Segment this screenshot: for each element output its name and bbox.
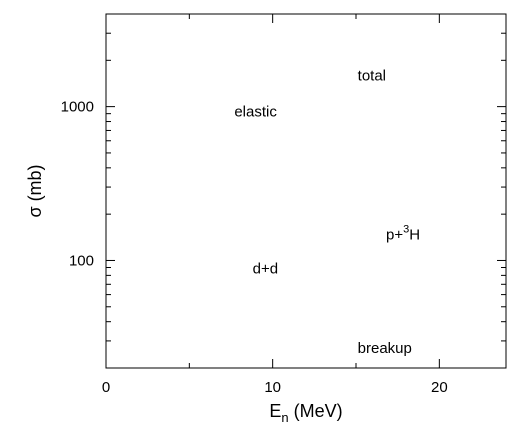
y-tick-label: 1000: [61, 99, 94, 116]
x-tick-label: 20: [431, 379, 448, 396]
annotation-p3h: p+3H: [386, 223, 420, 243]
annotation-dd: d+d: [253, 261, 278, 278]
x-axis-label-subscript: n: [281, 410, 288, 425]
y-axis-label: σ (mb): [25, 164, 45, 217]
annotation-text: breakup: [358, 340, 412, 357]
annotation-elastic: elastic: [234, 104, 277, 121]
x-tick-label: 10: [264, 379, 281, 396]
x-tick-label: 0: [102, 379, 110, 396]
annotation-text: total: [358, 67, 386, 84]
x-axis-label-main: E: [269, 401, 281, 421]
annotation-total: total: [358, 67, 386, 84]
y-tick-label: 100: [69, 252, 94, 269]
annotation-text: d+d: [253, 261, 278, 278]
axis-ticks: [105, 13, 506, 369]
annotation-text: elastic: [234, 104, 277, 121]
annotation-text-after: H: [409, 226, 420, 243]
annotation-text: p+: [386, 226, 403, 243]
tick-labels: 0 10 20 100 1000: [61, 99, 448, 396]
annotation-breakup: breakup: [358, 340, 412, 357]
x-axis-label: En (MeV): [269, 401, 342, 425]
x-axis-label-rest: (MeV): [289, 401, 343, 421]
plot-frame: [105, 13, 507, 369]
annotation-superscript: 3: [403, 223, 409, 235]
